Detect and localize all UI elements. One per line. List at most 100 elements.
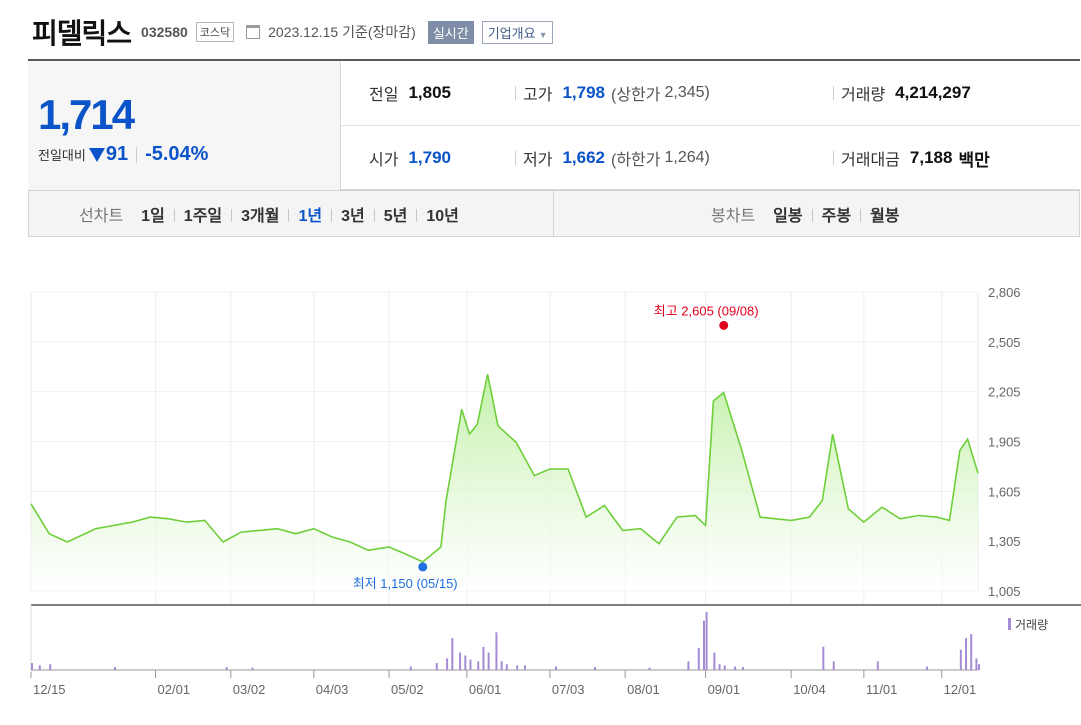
turnover-value: 7,188 xyxy=(909,148,953,167)
low-value: 1,662 xyxy=(562,148,605,167)
y-tick-label: 1,905 xyxy=(988,435,1021,450)
volume-legend-label: 거래량 xyxy=(1015,618,1048,632)
volume-bar xyxy=(469,659,472,670)
y-tick-label: 1,305 xyxy=(988,534,1021,549)
quote-panel: 1,714 전일대비 91 -5.04% 전일 1,805 고가 1,798 (… xyxy=(28,59,1080,190)
lower-limit-label: (하한가 xyxy=(611,152,661,169)
company-overview-label: 기업개요 xyxy=(487,25,536,41)
stat-prev-close: 전일 1,805 xyxy=(369,61,451,125)
open-value: 1,790 xyxy=(408,148,451,167)
period-tab-0[interactable]: 1일 xyxy=(141,207,165,225)
y-tick-label: 2,205 xyxy=(988,385,1021,400)
price-box: 1,714 전일대비 91 -5.04% xyxy=(28,61,341,190)
price-area xyxy=(31,374,978,591)
change-percent: -5.04% xyxy=(145,143,209,165)
volume-bar xyxy=(718,664,721,670)
volume-bar xyxy=(435,663,438,670)
volume-bar xyxy=(723,665,726,670)
period-tab-4[interactable]: 3년 xyxy=(322,202,365,226)
x-tick-label: 04/03 xyxy=(316,682,349,697)
volume-bar xyxy=(705,612,708,670)
period-tab-2[interactable]: 3개월 xyxy=(222,202,279,226)
low-annotation: 최저 1,150 (05/15) xyxy=(353,576,458,591)
stats-row-1: 전일 1,805 고가 1,798 (상한가 2,345) 거래량 4,214,… xyxy=(341,61,1080,126)
volume-bar xyxy=(876,661,879,670)
stat-high: 고가 1,798 (상한가 2,345) xyxy=(515,61,710,125)
prev-close-value: 1,805 xyxy=(408,83,451,102)
turnover-label: 거래대금 xyxy=(841,152,900,169)
y-tick-label: 2,505 xyxy=(988,335,1021,350)
volume-bar xyxy=(505,664,508,670)
volume-legend-swatch xyxy=(1008,618,1011,630)
x-tick-label: 02/01 xyxy=(158,682,191,697)
prev-close-label: 전일 xyxy=(369,87,399,104)
stat-low: 저가 1,662 (하한가 1,264) xyxy=(515,126,710,190)
stats-row-2: 시가 1,790 저가 1,662 (하한가 1,264) 거래대금 7,188… xyxy=(341,126,1080,190)
candle-tab-1[interactable]: 주봉 xyxy=(803,202,851,226)
volume-bar xyxy=(978,664,980,670)
turnover-unit: 백만 xyxy=(958,150,990,170)
x-tick-label: 12/01 xyxy=(944,682,977,697)
line-chart-label: 선차트 xyxy=(79,207,124,225)
period-tab-6[interactable]: 10년 xyxy=(407,202,459,226)
volume-bar xyxy=(464,655,467,670)
volume-bar xyxy=(495,632,498,670)
caret-down-icon: ▼ xyxy=(538,29,548,40)
volume-bar xyxy=(702,620,705,670)
period-tab-1[interactable]: 1주일 xyxy=(165,202,222,226)
divider xyxy=(136,146,138,163)
x-tick-label: 09/01 xyxy=(708,682,741,697)
volume-bar xyxy=(516,665,519,670)
volume-bar xyxy=(477,661,480,670)
stock-code: 032580 xyxy=(141,24,188,40)
upper-limit-value: 2,345) xyxy=(664,84,710,101)
stat-turnover: 거래대금 7,188 백만 xyxy=(833,126,990,190)
candle-tab-2[interactable]: 월봉 xyxy=(851,202,899,226)
realtime-button[interactable]: 실시간 xyxy=(427,20,474,44)
x-tick-label: 07/03 xyxy=(552,682,585,697)
volume-bar xyxy=(555,666,558,670)
low-point xyxy=(418,562,428,572)
x-tick-label: 03/02 xyxy=(233,682,266,697)
volume-bar xyxy=(959,649,962,670)
volume-bar xyxy=(459,652,462,670)
volume-label: 거래량 xyxy=(841,87,886,104)
x-tick-label: 06/01 xyxy=(469,682,502,697)
candle-chart-tabs: 봉차트 일봉 주봉 월봉 xyxy=(711,191,900,236)
candle-chart-label: 봉차트 xyxy=(711,207,756,225)
volume-bar xyxy=(251,667,254,670)
lower-limit-value: 1,264) xyxy=(664,149,710,166)
volume-bar xyxy=(482,646,485,670)
volume-bar xyxy=(31,663,33,670)
change-label: 전일대비 xyxy=(38,148,86,163)
volume-bar xyxy=(446,658,449,670)
down-triangle-icon xyxy=(88,147,105,162)
volume-bar xyxy=(500,661,503,670)
calendar-icon xyxy=(246,25,261,39)
low-label: 저가 xyxy=(523,152,553,169)
stock-header: 피델릭스 032580 코스닥 2023.12.15 기준(장마감) 실시간 기… xyxy=(32,14,554,50)
change-line: 전일대비 91 -5.04% xyxy=(38,143,208,166)
date-text: 2023.12.15 기준(장마감) xyxy=(268,24,416,40)
volume-bar xyxy=(713,652,716,670)
volume-bar xyxy=(970,634,973,670)
period-tab-5[interactable]: 5년 xyxy=(365,202,408,226)
volume-bar xyxy=(487,652,490,670)
x-tick-label: 05/02 xyxy=(391,682,424,697)
volume-bar xyxy=(451,638,454,670)
change-value: 91 xyxy=(105,143,129,165)
high-value: 1,798 xyxy=(562,83,605,102)
y-tick-label: 1,005 xyxy=(988,584,1021,599)
candle-tab-0[interactable]: 일봉 xyxy=(773,207,803,225)
volume-bar xyxy=(409,666,412,670)
open-label: 시가 xyxy=(369,152,399,169)
period-tab-3[interactable]: 1년 xyxy=(279,202,322,226)
volume-bar xyxy=(648,667,651,670)
chart-tabs: 선차트 1일 1주일 3개월 1년 3년 5년 10년 봉차트 일봉 주봉 월봉 xyxy=(28,190,1080,237)
market-badge: 코스닥 xyxy=(195,22,235,42)
volume-bar xyxy=(832,661,835,670)
volume-bar xyxy=(523,665,526,670)
y-tick-label: 2,806 xyxy=(988,285,1021,300)
high-annotation: 최고 2,605 (09/08) xyxy=(654,303,759,318)
company-overview-dropdown[interactable]: 기업개요 ▼ xyxy=(481,20,554,44)
